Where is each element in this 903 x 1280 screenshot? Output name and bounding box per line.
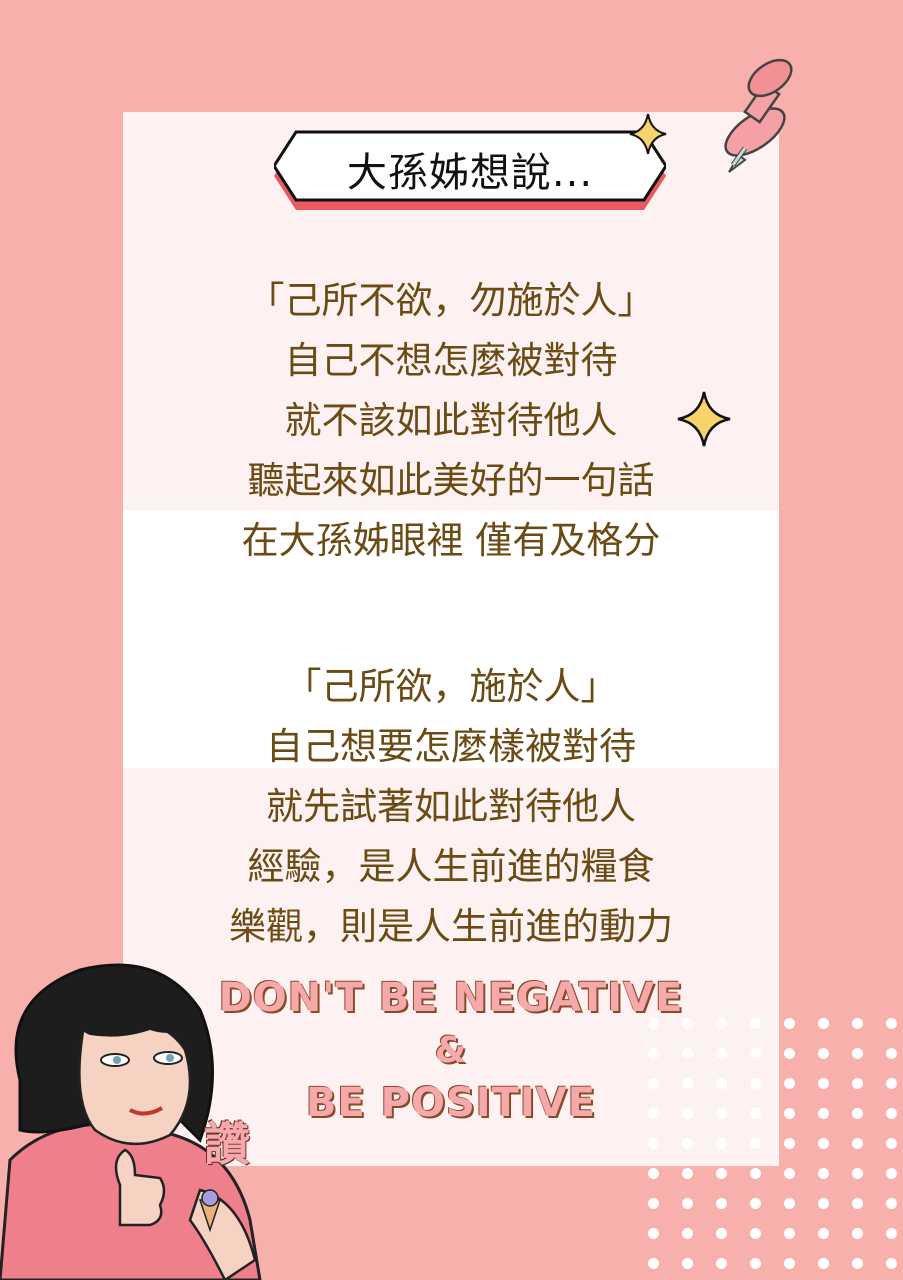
text-line: 自己想要怎麼樣被對待 bbox=[266, 725, 636, 768]
decor-dot bbox=[750, 1258, 761, 1269]
decor-dot bbox=[648, 1108, 659, 1119]
decor-dot bbox=[818, 1108, 829, 1119]
decor-dot bbox=[784, 1048, 795, 1059]
decor-dot bbox=[852, 1198, 863, 1209]
paragraph-2: 「己所欲，施於人」 自己想要怎麼樣被對待 就先試著如此對待他人 經驗，是人生前進… bbox=[123, 657, 779, 957]
pushpin-icon bbox=[724, 58, 793, 173]
text-line: 就不該如此對待他人 bbox=[284, 399, 618, 442]
thumbs-up-character bbox=[0, 963, 262, 1280]
decor-dot bbox=[784, 1078, 795, 1089]
decor-dot bbox=[852, 1168, 863, 1179]
text-line: 自己不想怎麼被對待 bbox=[284, 339, 618, 382]
decor-dot bbox=[716, 1048, 727, 1059]
decor-dot bbox=[648, 1138, 659, 1149]
title-banner: 大孫姊想說... bbox=[274, 128, 666, 210]
decor-dot bbox=[818, 1138, 829, 1149]
decor-dot bbox=[818, 1048, 829, 1059]
text-line: 「己所欲，施於人」 bbox=[284, 665, 618, 708]
dot-pattern bbox=[648, 1018, 903, 1280]
decor-dot bbox=[682, 1108, 693, 1119]
decor-dot bbox=[886, 1198, 897, 1209]
decor-dot bbox=[784, 1138, 795, 1149]
decor-dot bbox=[886, 1048, 897, 1059]
page-title: 大孫姊想說... bbox=[346, 150, 594, 196]
text-line: 聽起來如此美好的一句話 bbox=[247, 459, 655, 502]
decor-dot bbox=[886, 1258, 897, 1269]
praise-stamp: 讚 bbox=[204, 1117, 250, 1171]
decor-dot bbox=[886, 1018, 897, 1029]
decor-dot bbox=[818, 1258, 829, 1269]
decor-dot bbox=[886, 1078, 897, 1089]
decor-dot bbox=[648, 1228, 659, 1239]
decor-dot bbox=[886, 1168, 897, 1179]
decor-dot bbox=[852, 1108, 863, 1119]
decor-dot bbox=[784, 1198, 795, 1209]
decor-dot bbox=[818, 1078, 829, 1089]
decor-dot bbox=[648, 1048, 659, 1059]
slogan-line-3: BE POSITIVE bbox=[305, 1080, 597, 1126]
decor-dot bbox=[784, 1168, 795, 1179]
sparkle-icon bbox=[629, 113, 667, 155]
decor-dot bbox=[852, 1078, 863, 1089]
decor-dot bbox=[852, 1048, 863, 1059]
decor-dot bbox=[716, 1078, 727, 1089]
decor-dot bbox=[716, 1228, 727, 1239]
decor-dot bbox=[852, 1258, 863, 1269]
decor-dot bbox=[716, 1198, 727, 1209]
content-card bbox=[123, 112, 779, 1166]
decor-dot bbox=[750, 1198, 761, 1209]
decor-dot bbox=[682, 1048, 693, 1059]
decor-dot bbox=[852, 1138, 863, 1149]
decor-dot bbox=[648, 1018, 659, 1029]
text-line: 「己所不欲，勿施於人」 bbox=[247, 279, 655, 322]
decor-dot bbox=[750, 1078, 761, 1089]
decor-dot bbox=[648, 1078, 659, 1089]
decor-dot bbox=[648, 1198, 659, 1209]
decor-dot bbox=[818, 1228, 829, 1239]
text-line: 樂觀，則是人生前進的動力 bbox=[229, 905, 673, 948]
decor-dot bbox=[716, 1138, 727, 1149]
decor-dot bbox=[682, 1078, 693, 1089]
paragraph-1: 「己所不欲，勿施於人」 自己不想怎麼被對待 就不該如此對待他人 聽起來如此美好的… bbox=[123, 271, 779, 571]
decor-dot bbox=[716, 1168, 727, 1179]
text-line: 就先試著如此對待他人 bbox=[266, 785, 636, 828]
card-band bbox=[123, 510, 779, 768]
decor-dot bbox=[750, 1018, 761, 1029]
decor-dot bbox=[886, 1228, 897, 1239]
decor-dot bbox=[682, 1168, 693, 1179]
decor-dot bbox=[648, 1258, 659, 1269]
decor-dot bbox=[682, 1198, 693, 1209]
decor-dot bbox=[886, 1108, 897, 1119]
sparkle-icon bbox=[677, 391, 731, 447]
decor-dot bbox=[682, 1018, 693, 1029]
decor-dot bbox=[750, 1108, 761, 1119]
decor-dot bbox=[682, 1228, 693, 1239]
decor-dot bbox=[716, 1258, 727, 1269]
text-line: 經驗，是人生前進的糧食 bbox=[247, 845, 655, 888]
text-line: 在大孫姊眼裡 僅有及格分 bbox=[241, 519, 661, 562]
decor-dot bbox=[784, 1018, 795, 1029]
slogan-ampersand: & bbox=[434, 1030, 468, 1071]
decor-dot bbox=[716, 1108, 727, 1119]
decor-dot bbox=[648, 1168, 659, 1179]
decor-dot bbox=[818, 1018, 829, 1029]
decor-dot bbox=[852, 1018, 863, 1029]
decor-dot bbox=[852, 1228, 863, 1239]
decor-dot bbox=[784, 1108, 795, 1119]
decor-dot bbox=[716, 1018, 727, 1029]
decor-dot bbox=[682, 1138, 693, 1149]
decor-dot bbox=[784, 1258, 795, 1269]
decor-dot bbox=[750, 1228, 761, 1239]
decor-dot bbox=[750, 1168, 761, 1179]
decor-dot bbox=[818, 1168, 829, 1179]
decor-dot bbox=[818, 1198, 829, 1209]
decor-dot bbox=[750, 1048, 761, 1059]
decor-dot bbox=[750, 1138, 761, 1149]
decor-dot bbox=[886, 1138, 897, 1149]
decor-dot bbox=[784, 1228, 795, 1239]
decor-dot bbox=[682, 1258, 693, 1269]
slogan-line-1: DON'T BE NEGATIVE bbox=[218, 975, 684, 1021]
